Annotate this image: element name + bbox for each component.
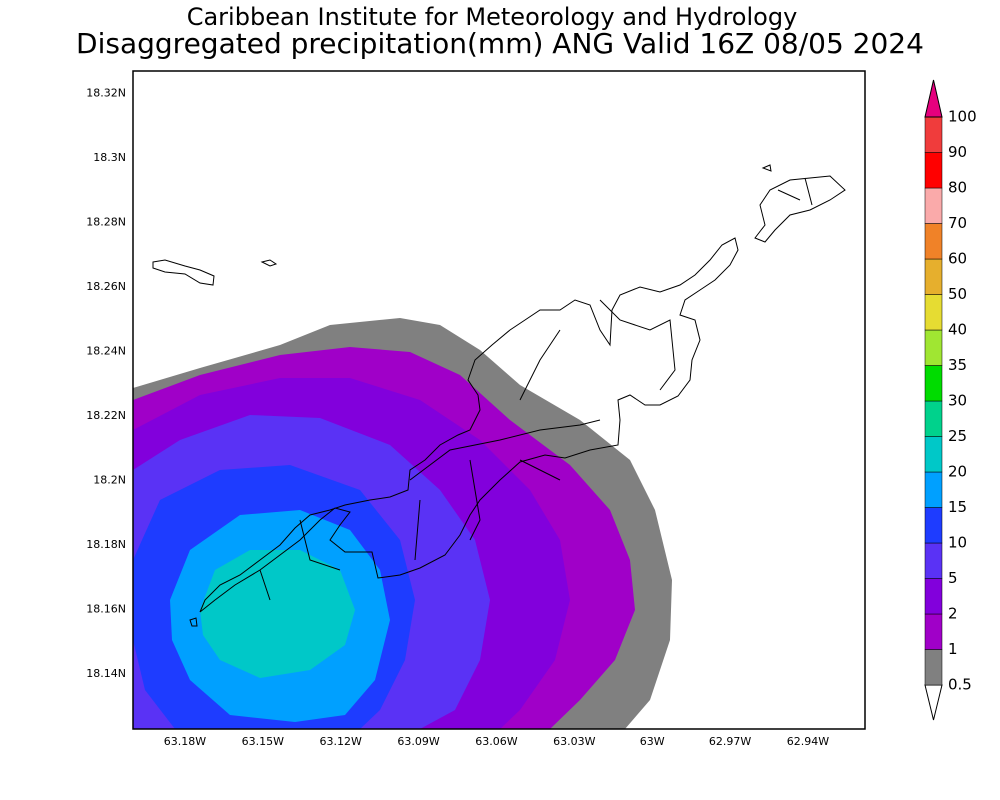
colorbar-label: 70 bbox=[948, 214, 967, 232]
y-tick-label: 18.16N bbox=[86, 603, 126, 616]
y-tick-label: 18.32N bbox=[86, 87, 126, 100]
map-frame bbox=[132, 70, 866, 730]
colorbar-box bbox=[924, 294, 943, 331]
colorbar-box bbox=[924, 116, 943, 153]
colorbar-label: 0.5 bbox=[948, 676, 972, 694]
colorbar-label: 10 bbox=[948, 534, 967, 552]
precip-region bbox=[200, 550, 355, 678]
colorbar-label: 2 bbox=[948, 605, 958, 623]
colorbar-label: 60 bbox=[948, 250, 967, 268]
colorbar-label: 30 bbox=[948, 392, 967, 410]
x-tick-label: 62.94W bbox=[787, 735, 829, 748]
colorbar-box bbox=[924, 649, 943, 686]
x-tick-label: 63.15W bbox=[242, 735, 284, 748]
x-tick-label: 63.18W bbox=[164, 735, 206, 748]
colorbar-box bbox=[924, 613, 943, 650]
islet bbox=[189, 164, 772, 627]
colorbar-box bbox=[924, 400, 943, 437]
colorbar-label: 5 bbox=[948, 569, 958, 587]
x-tick-label: 63.03W bbox=[553, 735, 595, 748]
title: Caribbean Institute for Meteorology and … bbox=[187, 3, 798, 31]
scrub-island bbox=[754, 175, 846, 243]
anguilla-interior bbox=[259, 299, 676, 601]
y-tick-label: 18.3N bbox=[93, 151, 126, 164]
colorbar-box bbox=[924, 365, 943, 402]
colorbar-box bbox=[924, 542, 943, 579]
colorbar-label: 1 bbox=[948, 640, 958, 658]
colorbar-label: 25 bbox=[948, 427, 967, 445]
x-tick-label: 63W bbox=[640, 735, 665, 748]
x-tick-label: 63.09W bbox=[397, 735, 439, 748]
contours bbox=[133, 318, 672, 729]
y-tick-label: 18.18N bbox=[86, 538, 126, 551]
colorbar-label: 100 bbox=[948, 108, 977, 126]
y-tick-label: 18.22N bbox=[86, 409, 126, 422]
colorbar-box bbox=[924, 258, 943, 295]
colorbar-box bbox=[924, 507, 943, 544]
colorbar-box bbox=[924, 329, 943, 366]
ticks: 63.18W 63.15W 63.12W 63.09W 63.06W 63.03W 63W 6… bbox=[86, 87, 829, 748]
colorbar-box bbox=[924, 436, 943, 473]
coastlines bbox=[152, 164, 846, 627]
y-tick-label: 18.2N bbox=[93, 474, 126, 487]
y-tick-label: 18.28N bbox=[86, 216, 126, 229]
x-tick-label: 63.06W bbox=[475, 735, 517, 748]
colorbar-box bbox=[924, 187, 943, 224]
anguilla bbox=[199, 237, 739, 613]
subtitle: Disaggregated precipitation(mm) ANG Vali… bbox=[76, 27, 924, 60]
colorbar-label: 50 bbox=[948, 285, 967, 303]
colorbar-label: 90 bbox=[948, 143, 967, 161]
colorbar-upper-triangle bbox=[924, 79, 943, 118]
y-tick-label: 18.24N bbox=[86, 345, 126, 358]
colorbar-lower-triangle bbox=[924, 684, 943, 721]
colorbar-label: 15 bbox=[948, 498, 967, 516]
colorbar-box bbox=[924, 152, 943, 189]
y-tick-label: 18.14N bbox=[86, 667, 126, 680]
colorbar-label: 80 bbox=[948, 179, 967, 197]
colorbar-label: 40 bbox=[948, 321, 967, 339]
x-tick-label: 62.97W bbox=[709, 735, 751, 748]
colorbar-box bbox=[924, 223, 943, 260]
colorbar-box bbox=[924, 471, 943, 508]
dog-island bbox=[152, 259, 215, 286]
colorbar-label: 35 bbox=[948, 356, 967, 374]
y-tick-label: 18.26N bbox=[86, 280, 126, 293]
x-tick-label: 63.12W bbox=[319, 735, 361, 748]
colorbar-label: 20 bbox=[948, 463, 967, 481]
colorbar-box bbox=[924, 578, 943, 615]
